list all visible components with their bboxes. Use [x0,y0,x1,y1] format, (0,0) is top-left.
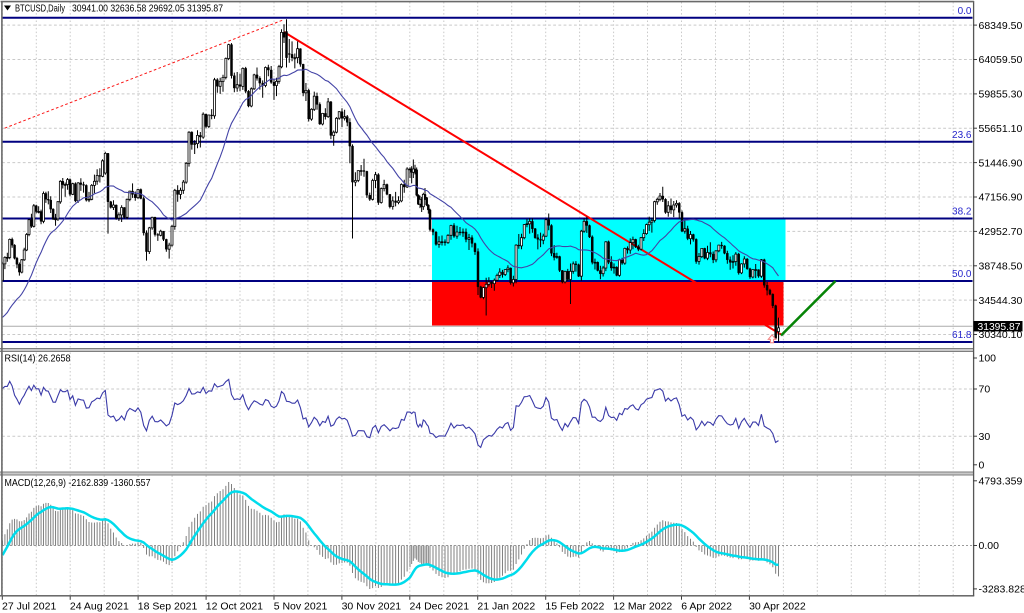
svg-text:6 Apr 2022: 6 Apr 2022 [681,600,732,612]
svg-text:-3283.828: -3283.828 [979,584,1024,596]
svg-text:12 Oct 2021: 12 Oct 2021 [206,600,263,612]
svg-text:64059.50: 64059.50 [979,54,1023,66]
svg-text:100: 100 [979,353,997,365]
svg-text:30340.10: 30340.10 [979,329,1023,341]
svg-text:31395.87: 31395.87 [978,322,1021,333]
svg-text:0: 0 [979,460,985,472]
svg-text:34544.30: 34544.30 [979,295,1023,307]
svg-text:68349.50: 68349.50 [979,20,1023,32]
svg-text:30: 30 [979,431,991,443]
svg-text:0.0: 0.0 [958,6,972,17]
svg-text:15 Feb 2022: 15 Feb 2022 [545,600,604,612]
svg-text:70: 70 [979,384,991,396]
svg-text:38748.50: 38748.50 [979,261,1023,273]
svg-text:30 Apr 2022: 30 Apr 2022 [749,600,806,612]
svg-text:59855.30: 59855.30 [979,89,1023,101]
svg-text:0.00: 0.00 [979,540,1000,552]
svg-text:21 Jan 2022: 21 Jan 2022 [477,600,535,612]
svg-text:23.6: 23.6 [952,130,972,141]
svg-text:18 Sep 2021: 18 Sep 2021 [138,600,198,612]
svg-text:42952.70: 42952.70 [979,226,1023,238]
svg-text:47156.90: 47156.90 [979,192,1023,204]
svg-text:30 Nov 2021: 30 Nov 2021 [342,600,402,612]
svg-text:12 Mar 2022: 12 Mar 2022 [613,600,672,612]
svg-text:27 Jul 2021: 27 Jul 2021 [2,600,56,612]
svg-text:RSI(14) 26.2658: RSI(14) 26.2658 [5,353,71,365]
svg-text:5 Nov 2021: 5 Nov 2021 [274,600,328,612]
svg-text:BTCUSD,Daily: BTCUSD,Daily [15,3,66,15]
svg-text:24 Aug 2021: 24 Aug 2021 [70,600,129,612]
svg-text:24 Dec 2021: 24 Dec 2021 [410,600,470,612]
svg-text:55651.10: 55651.10 [979,123,1023,135]
svg-text:30941.00 32636.58 29692.05 313: 30941.00 32636.58 29692.05 31395.87 [72,3,223,15]
svg-text:51446.90: 51446.90 [979,157,1023,169]
svg-text:38.2: 38.2 [952,207,972,218]
svg-text:50.0: 50.0 [952,269,972,280]
svg-text:4793.359: 4793.359 [979,476,1023,488]
svg-text:MACD(12,26,9) -2162.839 -1360.: MACD(12,26,9) -2162.839 -1360.557 [5,477,151,489]
svg-text:61.8: 61.8 [952,330,972,341]
